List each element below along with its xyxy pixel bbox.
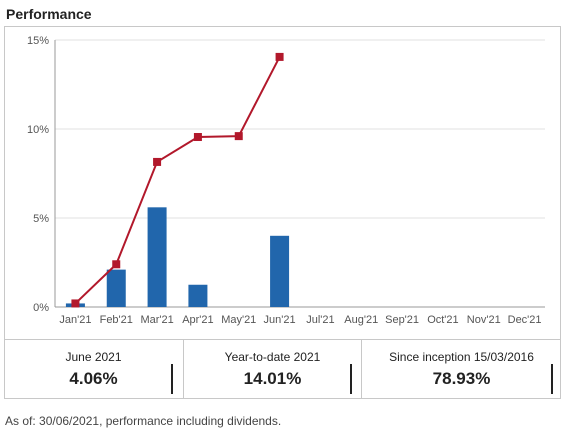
stat-month: June 2021 4.06%	[4, 340, 183, 399]
x-tick-label: Jun'21	[264, 314, 296, 326]
line-point	[71, 299, 80, 308]
stat-inception-label: Since inception 15/03/2016	[389, 350, 534, 364]
x-tick-label: Nov'21	[467, 314, 501, 326]
line-point	[275, 52, 284, 61]
bar	[106, 269, 126, 307]
stat-ytd: Year-to-date 2021 14.01%	[183, 340, 361, 399]
stat-month-marker	[171, 364, 173, 394]
x-tick-label: Jan'21	[59, 314, 91, 326]
x-tick-label: Dec'21	[508, 314, 542, 326]
stat-ytd-value: 14.01%	[243, 369, 302, 388]
x-tick-label: Mar'21	[140, 314, 173, 326]
bar	[147, 207, 167, 307]
x-tick-label: Sep'21	[385, 314, 419, 326]
series-line	[74, 56, 281, 305]
stat-ytd-marker	[350, 364, 352, 394]
x-tick-label: Jul'21	[306, 314, 334, 326]
line-point	[234, 132, 243, 141]
footnote: As of: 30/06/2021, performance including…	[5, 414, 282, 428]
y-tick-label: 0%	[33, 302, 49, 314]
stat-month-label: June 2021	[65, 350, 122, 364]
chart-panel: 0% 5% 10% 15% Jan'21 Feb'21 Mar'21 Apr'21 May'21…	[4, 26, 561, 399]
bar	[270, 235, 290, 307]
x-tick-label: May'21	[221, 314, 256, 326]
performance-chart: 0% 5% 10% 15% Jan'21 Feb'21 Mar'21 Apr'21 May'21…	[27, 35, 545, 326]
line-point	[153, 157, 162, 166]
x-tick-label: Feb'21	[100, 314, 133, 326]
y-tick-label: 5%	[33, 213, 49, 225]
y-tick-label: 15%	[27, 35, 49, 47]
stat-inception-marker	[551, 364, 553, 394]
line-point	[193, 133, 202, 142]
line-point	[112, 260, 121, 269]
x-tick-label: Oct'21	[427, 314, 458, 326]
stat-month-value: 4.06%	[69, 369, 118, 388]
stats-row: June 2021 4.06% Year-to-date 2021 14.01%…	[4, 339, 561, 399]
y-tick-label: 10%	[27, 124, 49, 136]
stat-inception: Since inception 15/03/2016 78.93%	[361, 340, 561, 399]
x-tick-label: Apr'21	[182, 314, 213, 326]
bar	[188, 284, 208, 307]
stat-inception-value: 78.93%	[432, 369, 491, 388]
stat-ytd-label: Year-to-date 2021	[224, 350, 321, 364]
x-tick-label: Aug'21	[344, 314, 378, 326]
chart-title: Performance	[6, 6, 92, 22]
